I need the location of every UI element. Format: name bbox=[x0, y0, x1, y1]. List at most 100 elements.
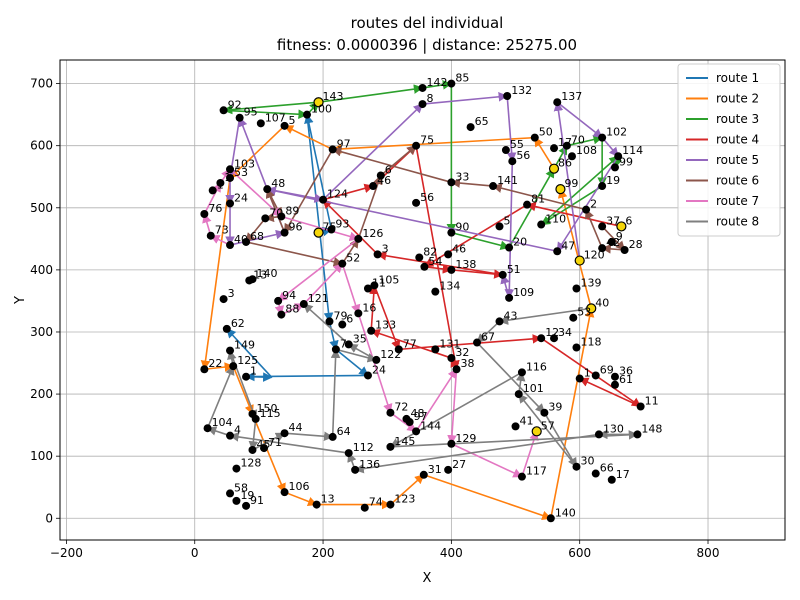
route-segment bbox=[556, 155, 619, 253]
route-segment bbox=[245, 217, 266, 243]
node-point bbox=[263, 185, 272, 194]
node-point bbox=[344, 340, 353, 349]
route-segment bbox=[229, 229, 286, 246]
node-point bbox=[360, 503, 369, 512]
x-tick-label: 0 bbox=[191, 546, 199, 560]
node-label: 79 bbox=[333, 309, 347, 322]
route-segment bbox=[550, 307, 595, 519]
route-segment bbox=[389, 412, 417, 432]
node-label: 17 bbox=[616, 468, 630, 481]
node-point bbox=[582, 205, 591, 214]
node-label: 89 bbox=[285, 204, 299, 217]
node-label: 105 bbox=[378, 273, 399, 286]
node-label: 75 bbox=[323, 221, 337, 234]
node-label: 143 bbox=[323, 90, 344, 103]
node-label: 7 bbox=[340, 337, 347, 350]
node-label: 33 bbox=[455, 170, 469, 183]
node-label: 99 bbox=[564, 177, 578, 190]
route-segment bbox=[318, 84, 424, 104]
route-segment bbox=[267, 188, 324, 203]
node-label: 64 bbox=[337, 425, 351, 438]
node-point bbox=[370, 281, 379, 290]
legend-label: route 4 bbox=[716, 133, 759, 147]
node-label: 67 bbox=[481, 331, 495, 344]
depot-point bbox=[313, 97, 324, 108]
node-point bbox=[208, 186, 217, 195]
node-label: 24 bbox=[234, 191, 248, 204]
node-label: 116 bbox=[526, 360, 547, 373]
node-point bbox=[369, 182, 378, 191]
depot-point bbox=[574, 255, 585, 266]
node-label: 128 bbox=[240, 457, 261, 470]
route-segment bbox=[328, 321, 339, 351]
node-point bbox=[200, 209, 209, 218]
route-segment bbox=[415, 145, 460, 371]
route-segment bbox=[518, 393, 578, 468]
node-label: 8 bbox=[427, 92, 434, 105]
node-label: 50 bbox=[539, 126, 553, 139]
node-label: 53 bbox=[234, 166, 248, 179]
node-markers bbox=[200, 79, 645, 523]
node-label: 109 bbox=[513, 286, 534, 299]
node-point bbox=[216, 178, 225, 187]
node-label: 94 bbox=[282, 289, 296, 302]
node-label: 149 bbox=[234, 339, 255, 352]
node-label: 91 bbox=[250, 494, 264, 507]
node-point bbox=[206, 231, 215, 240]
route-segment bbox=[354, 433, 600, 474]
node-label: 65 bbox=[475, 115, 489, 128]
node-label: 133 bbox=[375, 319, 396, 332]
node-label: 41 bbox=[520, 414, 534, 427]
node-point bbox=[591, 469, 600, 478]
x-axis-label: X bbox=[423, 571, 432, 586]
y-tick-label: 700 bbox=[30, 77, 53, 91]
route-segment bbox=[322, 103, 424, 201]
node-point bbox=[466, 123, 475, 132]
route-segment bbox=[335, 348, 378, 363]
node-point bbox=[386, 408, 395, 417]
node-point bbox=[219, 106, 228, 115]
node-point bbox=[610, 380, 619, 389]
node-label: 34 bbox=[558, 326, 572, 339]
node-point bbox=[614, 152, 623, 161]
node-label: 123 bbox=[394, 493, 415, 506]
node-point bbox=[363, 371, 372, 380]
node-label: 144 bbox=[420, 419, 441, 432]
node-point bbox=[418, 83, 427, 92]
node-label: 27 bbox=[452, 458, 466, 471]
node-label: 103 bbox=[234, 157, 255, 170]
node-label: 68 bbox=[250, 230, 264, 243]
node-point bbox=[376, 171, 385, 180]
node-label: 1 bbox=[250, 365, 257, 378]
route-segment bbox=[451, 231, 511, 251]
node-point bbox=[242, 372, 251, 381]
route-segment bbox=[447, 369, 458, 445]
node-label: 72 bbox=[394, 401, 408, 414]
route-segment bbox=[341, 263, 361, 315]
node-label: 16 bbox=[362, 301, 376, 314]
route-segment bbox=[370, 328, 452, 359]
node-point bbox=[386, 500, 395, 509]
node-point bbox=[620, 246, 629, 255]
depot-point bbox=[586, 303, 597, 314]
route-segment bbox=[226, 328, 273, 378]
node-label: 3 bbox=[228, 287, 235, 300]
node-point bbox=[514, 390, 523, 399]
node-point bbox=[447, 439, 456, 448]
node-label: 90 bbox=[455, 221, 469, 234]
route-segment bbox=[330, 348, 341, 437]
node-point bbox=[508, 157, 517, 166]
node-point bbox=[331, 345, 340, 354]
node-point bbox=[219, 295, 228, 304]
node-point bbox=[232, 496, 241, 505]
node-point bbox=[607, 475, 616, 484]
node-label: 138 bbox=[455, 258, 476, 271]
node-label: 17 bbox=[558, 136, 572, 149]
node-label: 11 bbox=[645, 394, 659, 407]
route-segment bbox=[389, 474, 425, 506]
node-point bbox=[569, 313, 578, 322]
node-point bbox=[226, 489, 235, 498]
node-point bbox=[447, 228, 456, 237]
node-point bbox=[447, 265, 456, 274]
